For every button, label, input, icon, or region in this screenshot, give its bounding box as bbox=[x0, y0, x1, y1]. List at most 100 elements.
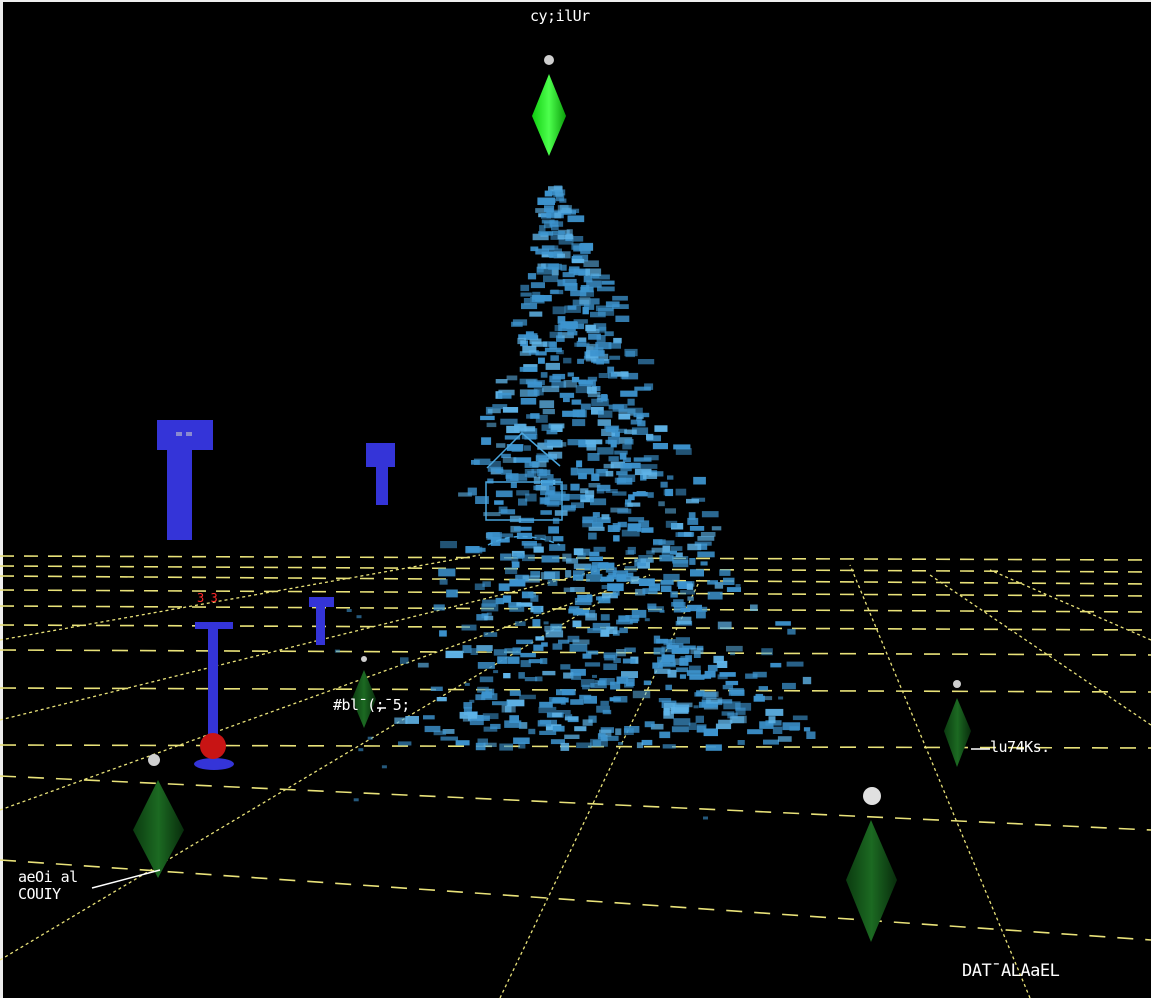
cloud-point bbox=[550, 234, 564, 240]
cloud-point bbox=[511, 446, 523, 452]
cloud-point bbox=[599, 678, 607, 684]
cloud-point bbox=[569, 644, 588, 652]
cloud-point bbox=[672, 658, 685, 665]
cloud-point bbox=[617, 521, 627, 528]
cloud-point bbox=[761, 648, 773, 656]
cloud-point bbox=[683, 531, 692, 537]
probe-small-icon[interactable] bbox=[309, 597, 334, 645]
cloud-point bbox=[650, 723, 664, 730]
cloud-point bbox=[682, 645, 696, 650]
diamond-marker-bottom-icon[interactable] bbox=[846, 787, 897, 942]
probe-medium-icon[interactable] bbox=[366, 443, 395, 505]
cloud-point bbox=[618, 742, 623, 745]
diamond-marker-left-icon[interactable] bbox=[133, 754, 184, 878]
cloud-point bbox=[518, 334, 529, 340]
cloud-point bbox=[476, 645, 493, 651]
cloud-point bbox=[567, 215, 585, 223]
cloud-point bbox=[566, 208, 580, 213]
grid-diagonal bbox=[0, 559, 641, 721]
cloud-point bbox=[582, 516, 597, 524]
cloud-point bbox=[652, 662, 663, 669]
cloud-point bbox=[538, 231, 553, 236]
cloud-point bbox=[577, 548, 591, 556]
cloud-point bbox=[690, 647, 704, 655]
cloud-point bbox=[673, 444, 691, 450]
cloud-point bbox=[644, 618, 650, 622]
grid-row bbox=[0, 744, 1151, 749]
cloud-point bbox=[544, 347, 562, 353]
cloud-point bbox=[532, 233, 549, 241]
cloud-point bbox=[520, 660, 531, 668]
cloud-point bbox=[571, 502, 584, 509]
cloud-point bbox=[585, 354, 600, 362]
cloud-point bbox=[696, 610, 706, 619]
cloud-point bbox=[592, 674, 597, 678]
diamond-marker-mid-icon[interactable] bbox=[352, 656, 376, 728]
cloud-point bbox=[520, 284, 530, 292]
cloud-point bbox=[730, 652, 736, 656]
cloud-point bbox=[680, 590, 695, 595]
cloud-point bbox=[770, 662, 782, 668]
cloud-point bbox=[612, 295, 628, 301]
cloud-point bbox=[607, 366, 615, 374]
cloud-point bbox=[587, 453, 600, 461]
cloud-point bbox=[612, 570, 629, 577]
cloud-point bbox=[588, 333, 601, 340]
cloud-point bbox=[529, 338, 542, 345]
cloud-point bbox=[582, 653, 592, 659]
cloud-point bbox=[719, 672, 736, 677]
cloud-point bbox=[679, 657, 689, 666]
cloud-point bbox=[522, 554, 535, 562]
cloud-point bbox=[605, 439, 614, 444]
cloud-point bbox=[672, 556, 689, 564]
cloud-point bbox=[487, 466, 504, 472]
cloud-point bbox=[523, 543, 542, 549]
cloud-point bbox=[550, 739, 565, 745]
cloud-point bbox=[583, 695, 597, 704]
cloud-point bbox=[513, 737, 530, 744]
top-diamond-marker-icon[interactable] bbox=[532, 55, 566, 156]
probe-large-icon[interactable] bbox=[157, 420, 213, 540]
cloud-point bbox=[609, 355, 621, 360]
label-leaders bbox=[91, 707, 990, 889]
cloud-point bbox=[539, 225, 546, 232]
cloud-point bbox=[573, 548, 584, 556]
cloud-point bbox=[613, 337, 622, 344]
cloud-point bbox=[541, 219, 555, 224]
cloud-point bbox=[755, 693, 764, 700]
cloud-point bbox=[539, 400, 555, 409]
cloud-point bbox=[590, 350, 605, 357]
cloud-point bbox=[436, 697, 447, 702]
cloud-point bbox=[475, 742, 486, 751]
cloud-point bbox=[545, 630, 564, 638]
grid-diagonal bbox=[989, 569, 1151, 641]
cloud-point bbox=[591, 473, 600, 481]
diamond-marker-right-icon[interactable] bbox=[944, 680, 971, 767]
cloud-point bbox=[551, 381, 567, 388]
cloud-point bbox=[560, 742, 570, 751]
cloud-point bbox=[400, 657, 409, 664]
cloud-point bbox=[604, 425, 620, 431]
cloud-point bbox=[525, 493, 537, 502]
cloud-point bbox=[615, 315, 630, 322]
cloud-point bbox=[621, 671, 638, 678]
cloud-point bbox=[659, 731, 671, 739]
cloud-point bbox=[516, 639, 533, 645]
cloud-point bbox=[714, 582, 724, 589]
cloud-point bbox=[695, 715, 704, 723]
probe-selected-icon[interactable] bbox=[194, 622, 234, 770]
cloud-point bbox=[587, 391, 601, 398]
cloud-point bbox=[577, 358, 584, 364]
cloud-point bbox=[641, 739, 653, 746]
cloud-point bbox=[686, 604, 702, 612]
cloud-point bbox=[601, 280, 615, 285]
grid-row bbox=[0, 859, 1151, 941]
cloud-point bbox=[507, 656, 520, 664]
cloud-point bbox=[651, 547, 664, 553]
cloud-point bbox=[627, 546, 636, 555]
cloud-point bbox=[572, 419, 586, 427]
cloud-point bbox=[535, 636, 545, 641]
cloud-point bbox=[735, 702, 752, 711]
cloud-point bbox=[381, 765, 387, 769]
